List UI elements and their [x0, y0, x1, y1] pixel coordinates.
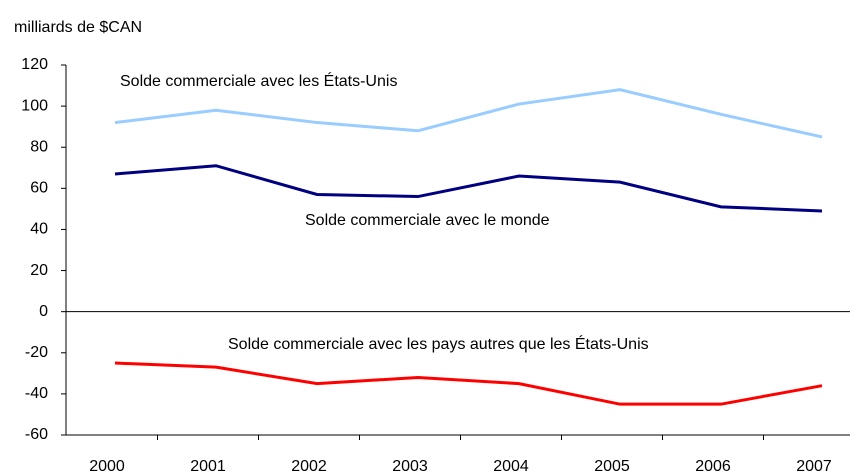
series-line [114, 88, 823, 139]
y-tick-label: 40 [30, 221, 48, 238]
x-tick-label: 2006 [695, 458, 731, 475]
series-label: Solde commerciale avec le monde [305, 212, 550, 229]
y-tick-label: 100 [21, 97, 48, 114]
y-tick-label: 0 [39, 303, 48, 320]
x-tick-label: 2005 [594, 458, 630, 475]
x-tick-label: 2001 [190, 458, 226, 475]
series-label: Solde commerciale avec les États-Unis [120, 71, 397, 90]
x-tick-label: 2003 [392, 458, 428, 475]
x-tick-label: 2007 [796, 458, 832, 475]
y-tick-label: -40 [25, 385, 48, 402]
series-label: Solde commerciale avec les pays autres q… [228, 334, 649, 353]
y-tick-label: -60 [25, 426, 48, 443]
y-tick-label: -20 [25, 344, 48, 361]
y-tick-label: 20 [30, 262, 48, 279]
x-tick-label: 2004 [493, 458, 529, 475]
y-tick-label: 120 [21, 56, 48, 73]
y-tick-label: 80 [30, 138, 48, 155]
y-axis-label: milliards de $CAN [14, 19, 142, 36]
y-tick-label: 60 [30, 180, 48, 197]
series-line [114, 164, 823, 213]
x-tick-label: 2002 [291, 458, 327, 475]
series-line [114, 361, 823, 406]
x-tick-label: 2000 [89, 458, 125, 475]
